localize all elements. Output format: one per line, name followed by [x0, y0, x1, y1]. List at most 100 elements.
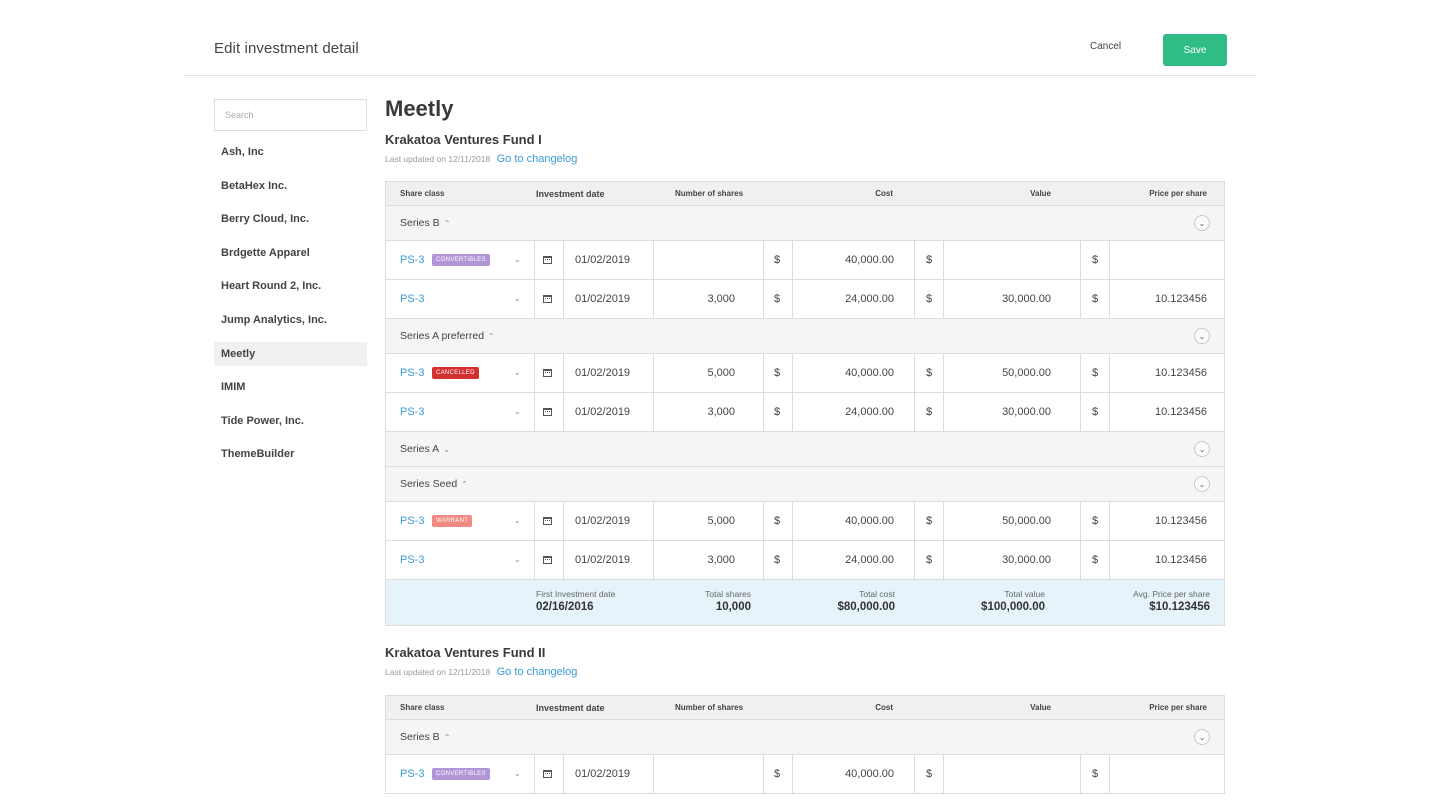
- price-per-share-field[interactable]: 10.123456: [1155, 293, 1207, 305]
- investment-date-field[interactable]: 01/02/2019: [575, 293, 631, 305]
- value-field[interactable]: 30,000.00: [1002, 406, 1051, 418]
- sidebar-item[interactable]: Meetly: [214, 341, 367, 366]
- calendar-icon[interactable]: [543, 369, 552, 377]
- column-divider: [563, 280, 564, 318]
- column-divider: [763, 354, 764, 392]
- series-group-row[interactable]: Series A ⌄ ⌄: [386, 432, 1224, 467]
- value-field[interactable]: 50,000.00: [1002, 367, 1051, 379]
- column-divider: [563, 755, 564, 793]
- column-divider: [534, 755, 535, 793]
- chevron-down-icon[interactable]: ⌄: [514, 555, 521, 564]
- investment-date-field[interactable]: 01/02/2019: [575, 554, 631, 566]
- table-row: PS-3 CONVERTIBLES ⌄ 01/02/2019 $40,000.00 $ $: [386, 755, 1224, 794]
- column-divider: [653, 502, 654, 540]
- expand-toggle-icon[interactable]: ⌄: [1194, 441, 1210, 457]
- cost-field[interactable]: 40,000.00: [845, 515, 894, 527]
- column-divider: [534, 241, 535, 279]
- calendar-icon[interactable]: [543, 556, 552, 564]
- expand-toggle-icon[interactable]: ⌄: [1194, 729, 1210, 745]
- cancel-button[interactable]: Cancel: [1090, 41, 1122, 52]
- share-class-link[interactable]: PS-3: [400, 554, 425, 566]
- fund-title: Krakatoa Ventures Fund I: [385, 132, 542, 147]
- share-class-link[interactable]: PS-3: [400, 515, 425, 527]
- sidebar-item[interactable]: Heart Round 2, Inc.: [221, 280, 322, 293]
- sidebar-item[interactable]: BetaHex Inc.: [221, 179, 288, 192]
- number-of-shares-field[interactable]: 5,000: [707, 367, 735, 379]
- expand-toggle-icon[interactable]: ⌄: [1194, 476, 1210, 492]
- value-field[interactable]: 50,000.00: [1002, 515, 1051, 527]
- number-of-shares-field[interactable]: 3,000: [707, 293, 735, 305]
- share-class-link[interactable]: PS-3: [400, 367, 425, 379]
- chevron-up-icon[interactable]: ⌃: [488, 332, 495, 341]
- chevron-down-icon[interactable]: ⌄: [514, 255, 521, 264]
- value-field[interactable]: 30,000.00: [1002, 554, 1051, 566]
- search-input[interactable]: [214, 99, 367, 131]
- share-class-link[interactable]: PS-3: [400, 293, 425, 305]
- chevron-down-icon[interactable]: ⌄: [514, 769, 521, 778]
- chevron-up-icon[interactable]: ⌃: [443, 219, 451, 228]
- share-class-link[interactable]: PS-3: [400, 768, 425, 780]
- changelog-link[interactable]: Go to changelog: [496, 153, 578, 165]
- calendar-icon[interactable]: [543, 295, 552, 303]
- series-group-row[interactable]: Series B ⌃ ⌄: [386, 720, 1224, 755]
- investment-date-field[interactable]: 01/02/2019: [575, 367, 631, 379]
- share-class-link[interactable]: PS-3: [400, 406, 425, 418]
- cost-field[interactable]: 40,000.00: [845, 367, 894, 379]
- sidebar-item[interactable]: Jump Analytics, Inc.: [221, 313, 327, 326]
- column-divider: [763, 241, 764, 279]
- value-field[interactable]: 30,000.00: [1002, 293, 1051, 305]
- number-of-shares-field[interactable]: 3,000: [707, 554, 735, 566]
- calendar-icon[interactable]: [543, 517, 552, 525]
- number-of-shares-field[interactable]: 3,000: [707, 406, 735, 418]
- expand-toggle-icon[interactable]: ⌄: [1194, 215, 1210, 231]
- save-button[interactable]: Save: [1163, 34, 1227, 66]
- series-group-row[interactable]: Series B ⌃ ⌄: [386, 206, 1224, 241]
- column-header-share-class: Share class: [400, 703, 445, 712]
- cost-field[interactable]: 24,000.00: [845, 406, 894, 418]
- cost-field[interactable]: 40,000.00: [845, 768, 894, 780]
- chevron-up-icon[interactable]: ⌃: [443, 733, 451, 742]
- currency-symbol: $: [774, 554, 781, 566]
- chevron-down-icon[interactable]: ⌄: [443, 445, 450, 454]
- calendar-icon[interactable]: [543, 408, 552, 416]
- currency-symbol: $: [1092, 554, 1099, 566]
- price-per-share-field[interactable]: 10.123456: [1155, 554, 1207, 566]
- cost-field[interactable]: 24,000.00: [845, 554, 894, 566]
- chevron-down-icon[interactable]: ⌄: [514, 368, 521, 377]
- column-divider: [1109, 541, 1110, 579]
- chevron-down-icon[interactable]: ⌄: [514, 516, 521, 525]
- series-group-row[interactable]: Series A preferred ⌃ ⌄: [386, 319, 1224, 354]
- investment-date-field[interactable]: 01/02/2019: [575, 254, 631, 266]
- column-divider: [914, 354, 915, 392]
- chevron-down-icon[interactable]: ⌄: [514, 294, 521, 303]
- chevron-down-icon[interactable]: ⌄: [514, 407, 521, 416]
- price-per-share-field[interactable]: 10.123456: [1155, 367, 1207, 379]
- investment-date-field[interactable]: 01/02/2019: [575, 515, 631, 527]
- sidebar-item[interactable]: ThemeBuilder: [221, 448, 295, 461]
- price-per-share-field[interactable]: 10.123456: [1155, 515, 1207, 527]
- sidebar-item[interactable]: IMIM: [221, 381, 246, 394]
- column-divider: [943, 541, 944, 579]
- sidebar-item[interactable]: Brdgette Apparel: [221, 246, 310, 259]
- investment-date-field[interactable]: 01/02/2019: [575, 406, 631, 418]
- cost-field[interactable]: 40,000.00: [845, 254, 894, 266]
- total-value-value: $100,000.00: [981, 601, 1045, 613]
- share-class-link[interactable]: PS-3: [400, 254, 425, 266]
- calendar-icon[interactable]: [543, 256, 552, 264]
- changelog-link[interactable]: Go to changelog: [496, 666, 578, 678]
- chevron-up-icon[interactable]: ⌃: [461, 480, 468, 489]
- series-group-row[interactable]: Series Seed ⌃ ⌄: [386, 467, 1224, 502]
- calendar-icon[interactable]: [543, 770, 552, 778]
- series-group-label: Series Seed ⌃: [400, 478, 468, 490]
- sidebar-item[interactable]: Berry Cloud, Inc.: [221, 213, 310, 226]
- expand-toggle-icon[interactable]: ⌄: [1194, 328, 1210, 344]
- cost-field[interactable]: 24,000.00: [845, 293, 894, 305]
- column-divider: [653, 280, 654, 318]
- sidebar-item[interactable]: Ash, Inc: [221, 146, 264, 158]
- column-header-value: Value: [1030, 703, 1051, 712]
- investment-date-field[interactable]: 01/02/2019: [575, 768, 631, 780]
- price-per-share-field[interactable]: 10.123456: [1155, 406, 1207, 418]
- fund-section: Krakatoa Ventures Fund II Last updated o…: [385, 645, 1225, 794]
- number-of-shares-field[interactable]: 5,000: [707, 515, 735, 527]
- sidebar-item[interactable]: Tide Power, Inc.: [221, 414, 304, 427]
